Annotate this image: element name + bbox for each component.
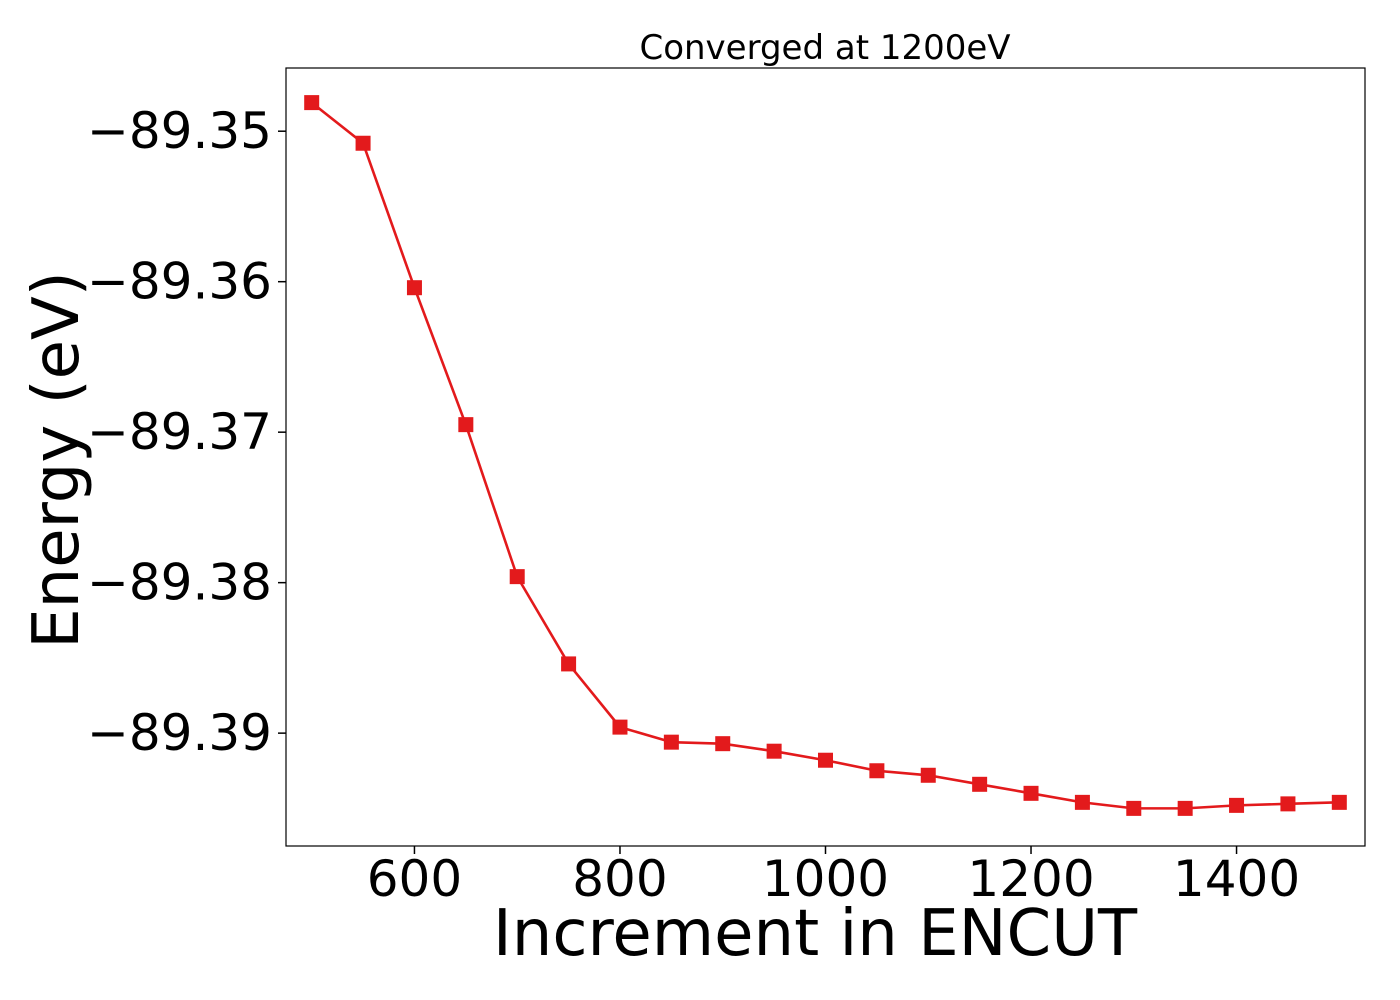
- data-point: [1331, 794, 1347, 810]
- data-point: [1074, 794, 1090, 810]
- plot-marks: [304, 95, 1347, 816]
- x-tick-label: 1000: [762, 850, 889, 908]
- data-point: [715, 736, 731, 752]
- data-point: [355, 135, 371, 151]
- x-axis: 600 800 1000 1200 1400: [367, 846, 1300, 908]
- data-point: [1177, 800, 1193, 816]
- data-point: [1126, 800, 1142, 816]
- y-tick-label: −89.38: [87, 554, 272, 612]
- data-point: [972, 776, 988, 792]
- data-point: [920, 767, 936, 783]
- data-point: [612, 719, 628, 735]
- data-point: [304, 95, 320, 111]
- x-tick-label: 1200: [967, 850, 1094, 908]
- data-point: [1023, 785, 1039, 801]
- plot-frame: [285, 67, 1366, 847]
- chart-title: Converged at 1200eV: [639, 28, 1010, 68]
- y-axis: −89.35 −89.36 −89.37 −89.38 −89.39: [87, 102, 286, 762]
- y-tick-label: −89.35: [87, 102, 272, 160]
- data-point: [1280, 796, 1296, 812]
- y-tick-label: −89.39: [87, 704, 272, 762]
- data-point: [766, 743, 782, 759]
- y-tick-label: −89.37: [87, 403, 272, 461]
- x-tick-label: 600: [367, 850, 462, 908]
- y-axis-label: Energy (eV): [20, 271, 94, 649]
- data-point: [869, 763, 885, 779]
- data-point: [663, 734, 679, 750]
- x-tick-label: 1400: [1173, 850, 1300, 908]
- data-point: [509, 569, 525, 585]
- y-tick-label: −89.36: [87, 253, 272, 311]
- data-point: [458, 417, 474, 433]
- x-axis-label: Increment in ENCUT: [493, 897, 1138, 971]
- data-point: [1229, 797, 1245, 813]
- series-line: [310, 101, 1340, 810]
- data-point: [406, 280, 422, 296]
- data-point: [818, 752, 833, 768]
- x-tick-label: 800: [572, 850, 667, 908]
- data-point: [561, 656, 577, 672]
